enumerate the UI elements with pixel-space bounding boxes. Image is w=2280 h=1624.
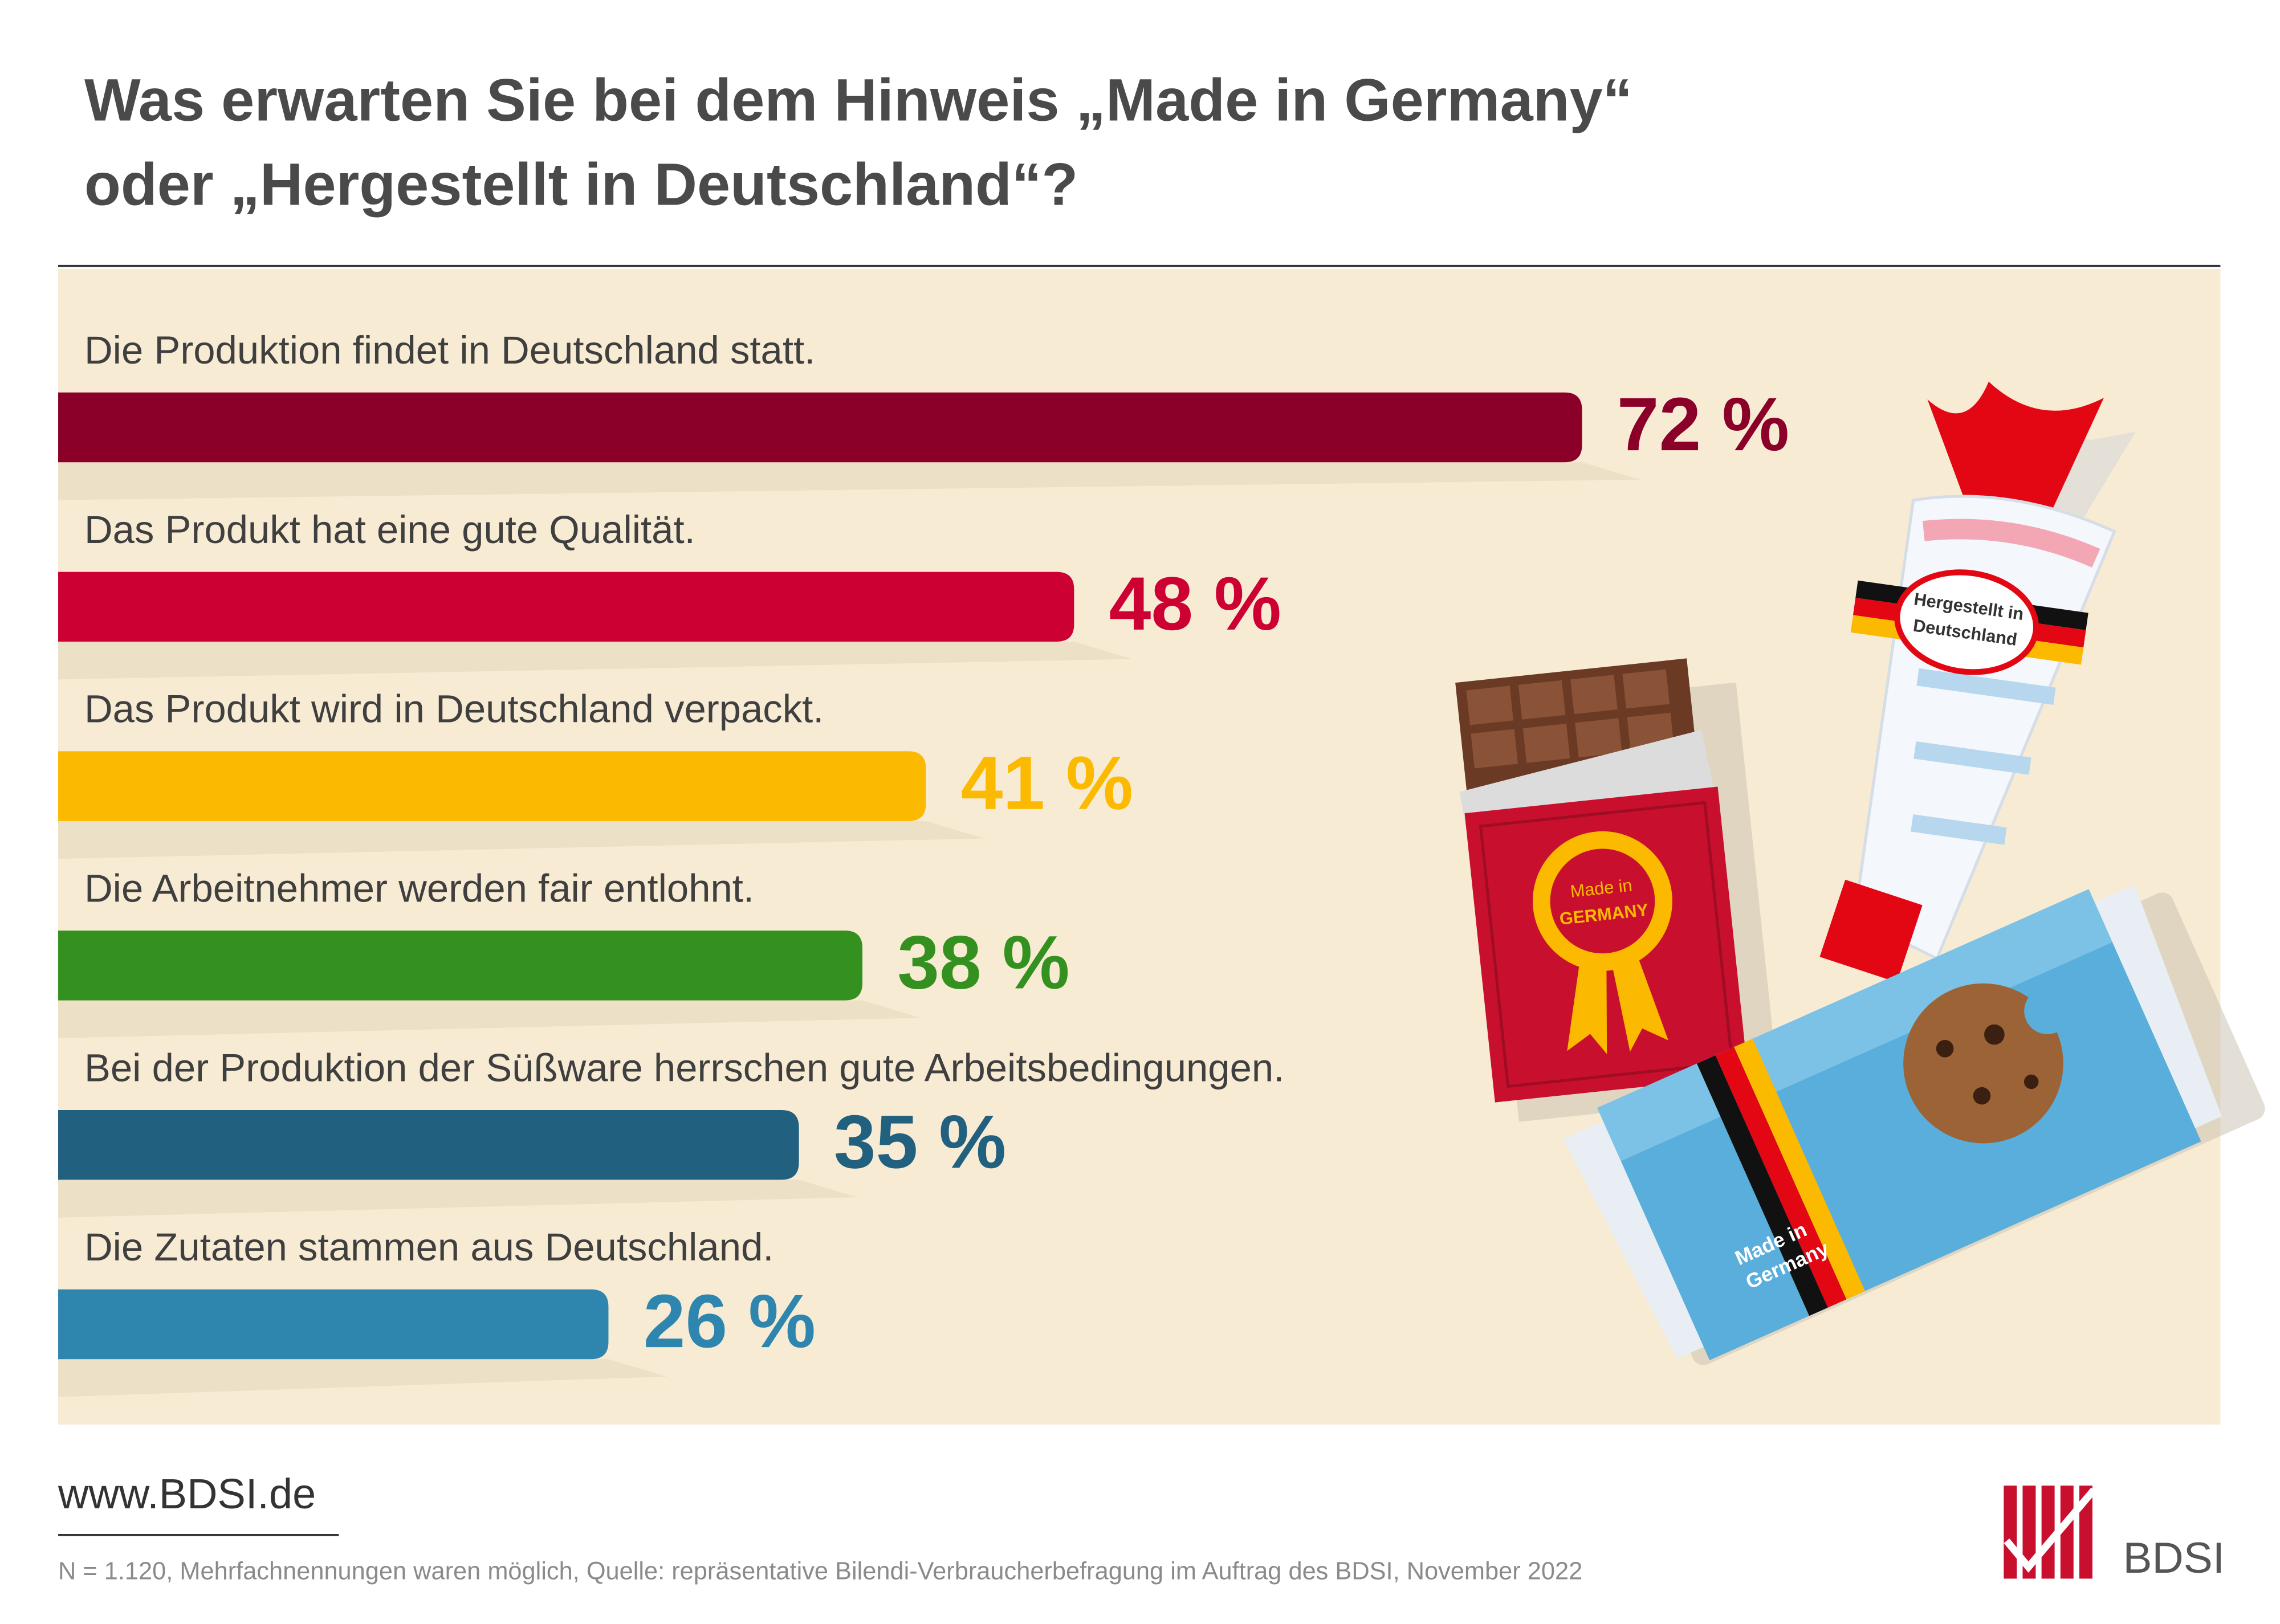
- bars: Die Produktion findet in Deutschland sta…: [58, 328, 1789, 1397]
- value-label: 41 %: [961, 741, 1133, 826]
- category-label: Das Produkt hat eine gute Qualität.: [84, 508, 695, 552]
- value-label: 35 %: [834, 1100, 1006, 1184]
- bar-shadow: [58, 462, 1640, 500]
- bar: [58, 392, 1582, 463]
- category-label: Das Produkt wird in Deutschland verpackt…: [84, 687, 824, 731]
- logo-text: BDSI: [2123, 1534, 2225, 1582]
- category-label: Die Arbeitnehmer werden fair entlohnt.: [84, 866, 754, 910]
- value-label: 38 %: [897, 921, 1069, 1005]
- value-label: 26 %: [644, 1279, 816, 1364]
- bar-shadow: [58, 1359, 667, 1397]
- bar-shadow: [58, 1000, 921, 1038]
- category-label: Bei der Produktion der Süßware herrschen…: [84, 1046, 1284, 1090]
- source-note: N = 1.120, Mehrfachnennungen waren mögli…: [58, 1558, 1582, 1585]
- bar: [58, 931, 863, 1001]
- category-label: Die Zutaten stammen aus Deutschland.: [84, 1225, 773, 1269]
- cookie-pack: Made in Germany: [1563, 884, 2265, 1365]
- bar-shadow: [58, 821, 984, 859]
- chocolate-bar: Made in GERMANY: [1455, 658, 1780, 1122]
- title-line: oder „Hergestellt in Deutschland“?: [84, 151, 1078, 218]
- bar-shadow: [58, 642, 1133, 680]
- website[interactable]: www.BDSI.de: [58, 1470, 316, 1517]
- candy-bag: Hergestellt in Deutschland: [1819, 381, 2136, 982]
- bdsi-logo: BDSI: [2004, 1486, 2225, 1582]
- value-label: 72 %: [1617, 382, 1789, 467]
- bar-shadow: [58, 1180, 857, 1218]
- category-label: Die Produktion findet in Deutschland sta…: [84, 328, 815, 372]
- value-label: 48 %: [1109, 562, 1281, 646]
- bar: [58, 1289, 609, 1360]
- bar: [58, 751, 926, 821]
- title-line: Was erwarten Sie bei dem Hinweis „Made i…: [84, 67, 1632, 133]
- bar: [58, 572, 1074, 642]
- bar: [58, 1109, 799, 1180]
